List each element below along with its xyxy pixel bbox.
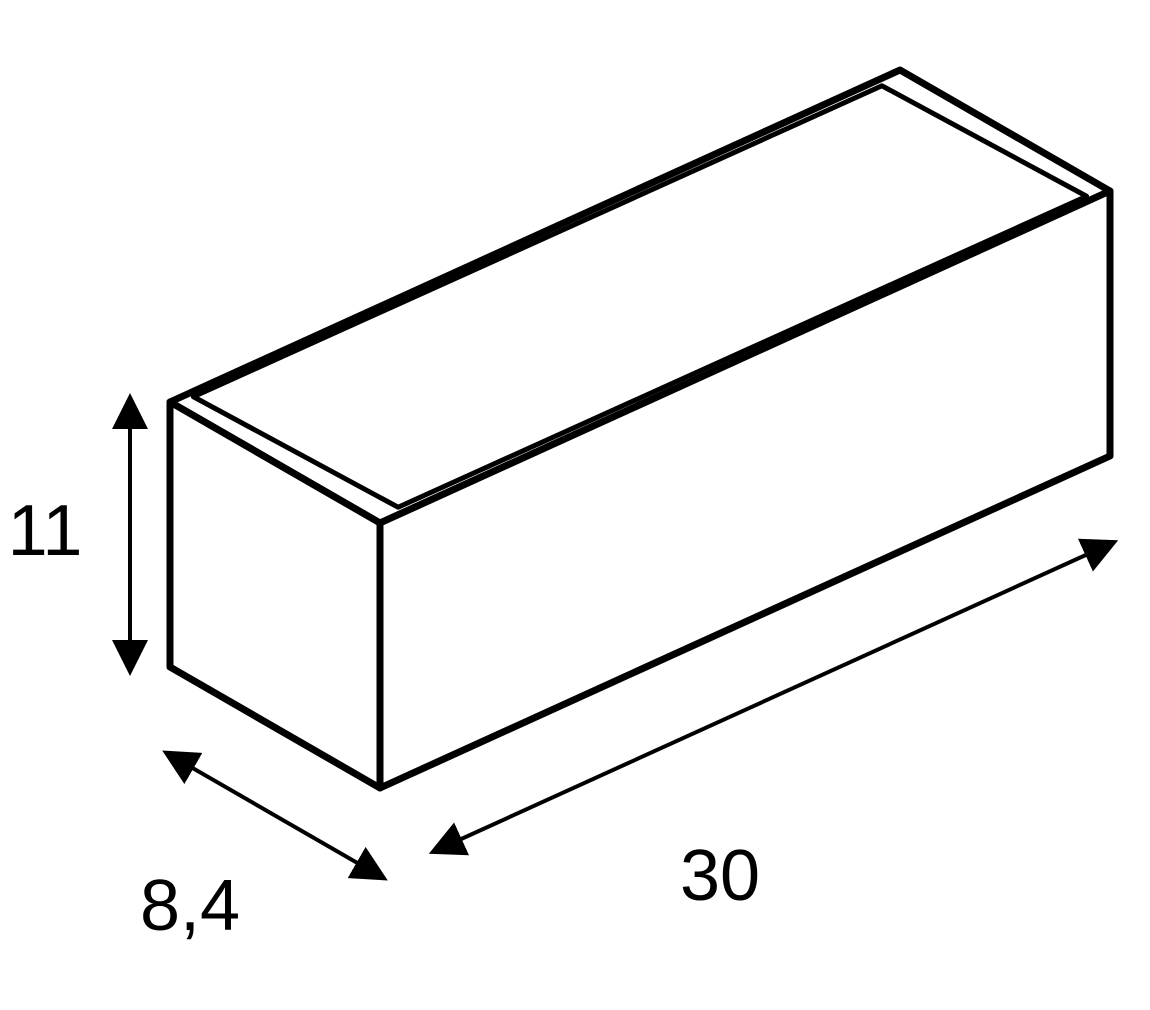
isometric-box — [170, 70, 1110, 788]
depth-label: 8,4 — [140, 866, 240, 946]
dimension-diagram: 11 8,4 30 — [0, 0, 1150, 1010]
height-label: 11 — [8, 491, 83, 571]
length-label: 30 — [680, 836, 760, 916]
